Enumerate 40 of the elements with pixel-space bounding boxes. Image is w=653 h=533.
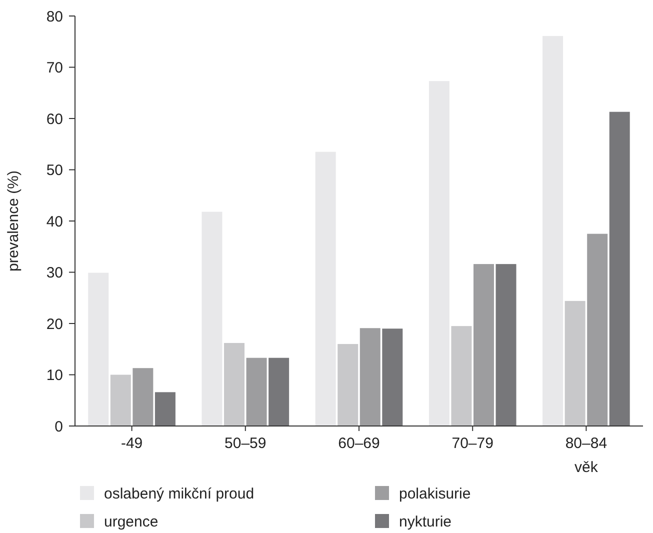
x-tick-label: 60–69	[338, 435, 380, 452]
legend-label: polakisurie	[399, 485, 471, 502]
bar	[451, 326, 472, 426]
legend-label: nykturie	[399, 513, 452, 530]
legend-label: oslabený mikční proud	[104, 485, 254, 502]
x-axis-title: věk	[574, 459, 598, 476]
x-tick-label: -49	[120, 435, 143, 452]
y-axis-title: prevalence (%)	[5, 170, 22, 272]
bar	[542, 36, 564, 426]
y-tick-label: 30	[46, 264, 63, 282]
bar	[428, 81, 450, 426]
bar	[132, 368, 154, 426]
bar	[360, 328, 380, 426]
y-tick-label: 50	[46, 162, 63, 179]
x-tick-label: 50–59	[224, 435, 266, 452]
y-tick-label: 40	[46, 213, 63, 230]
x-tick-label: 70–79	[452, 435, 494, 452]
bar	[587, 234, 608, 426]
bar	[224, 342, 245, 426]
bar	[473, 264, 494, 426]
y-tick-label: 10	[46, 367, 63, 384]
bar	[609, 112, 630, 426]
bar	[382, 328, 403, 426]
bar	[268, 358, 290, 426]
bar	[88, 272, 109, 426]
bar	[246, 358, 267, 426]
bar	[496, 264, 516, 426]
y-tick-label: 20	[46, 316, 63, 333]
y-tick-label: 80	[46, 8, 63, 26]
y-tick-label: 60	[46, 110, 63, 128]
bar	[564, 300, 586, 426]
bar	[110, 374, 131, 426]
bar	[315, 152, 336, 426]
y-tick-label: 0	[54, 418, 63, 436]
x-tick-label: 80–84	[565, 435, 608, 452]
bar	[202, 212, 222, 426]
bar	[154, 392, 176, 426]
bar	[338, 344, 358, 426]
legend-label: urgence	[104, 513, 158, 530]
y-tick-label: 70	[46, 60, 63, 76]
